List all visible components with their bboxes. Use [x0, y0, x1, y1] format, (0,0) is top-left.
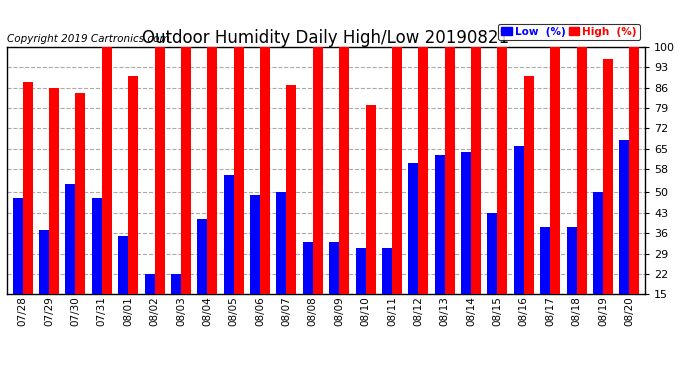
Bar [39, 230, 49, 294]
Bar [603, 58, 613, 294]
Bar [566, 227, 577, 294]
Bar [303, 242, 313, 294]
Bar [418, 47, 428, 294]
Bar [181, 47, 191, 294]
Bar [145, 274, 155, 294]
Bar [408, 164, 418, 294]
Bar [355, 248, 366, 294]
Bar [366, 105, 375, 294]
Bar [382, 248, 392, 294]
Bar [224, 175, 234, 294]
Bar [197, 219, 207, 294]
Bar [524, 76, 534, 294]
Text: Copyright 2019 Cartronics.com: Copyright 2019 Cartronics.com [7, 34, 170, 44]
Bar [49, 88, 59, 294]
Bar [435, 154, 445, 294]
Bar [66, 184, 75, 294]
Bar [207, 47, 217, 294]
Legend: Low  (%), High  (%): Low (%), High (%) [498, 24, 640, 40]
Bar [75, 93, 86, 294]
Bar [118, 236, 128, 294]
Bar [392, 47, 402, 294]
Bar [550, 47, 560, 294]
Bar [171, 274, 181, 294]
Bar [487, 213, 497, 294]
Bar [155, 47, 165, 294]
Bar [461, 152, 471, 294]
Bar [250, 195, 260, 294]
Bar [471, 47, 481, 294]
Bar [286, 85, 297, 294]
Bar [339, 47, 349, 294]
Bar [329, 242, 339, 294]
Bar [497, 47, 507, 294]
Bar [260, 47, 270, 294]
Bar [234, 47, 244, 294]
Bar [102, 47, 112, 294]
Bar [514, 146, 524, 294]
Bar [445, 47, 455, 294]
Bar [577, 47, 586, 294]
Bar [540, 227, 550, 294]
Bar [277, 192, 286, 294]
Bar [23, 82, 32, 294]
Bar [629, 47, 640, 294]
Bar [12, 198, 23, 294]
Bar [620, 140, 629, 294]
Bar [313, 47, 323, 294]
Bar [92, 198, 102, 294]
Title: Outdoor Humidity Daily High/Low 20190821: Outdoor Humidity Daily High/Low 20190821 [142, 29, 510, 47]
Bar [593, 192, 603, 294]
Bar [128, 76, 138, 294]
